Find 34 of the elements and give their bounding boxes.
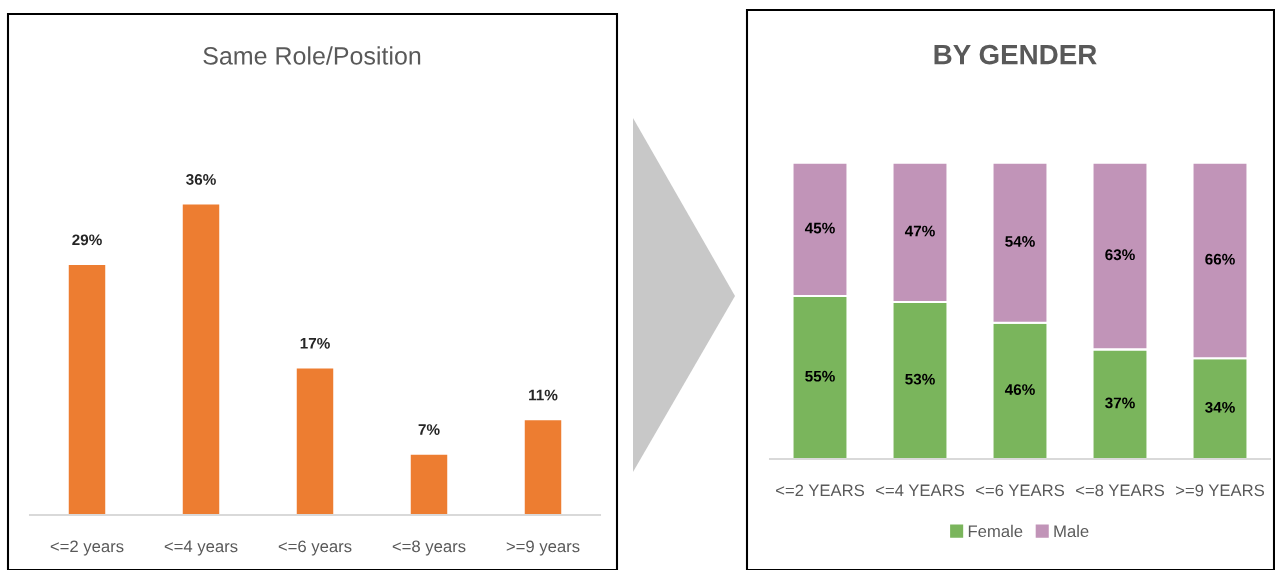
data-label: 11%: [529, 389, 558, 401]
x-tick-label: <=6 YEARS: [976, 484, 1065, 497]
data-label: 7%: [418, 424, 440, 435]
x-tick-label: <=4 YEARS: [876, 484, 965, 497]
x-tick-label: <=4 years: [164, 540, 238, 556]
data-label: 54%: [1005, 236, 1035, 247]
data-label: 37%: [1105, 397, 1135, 409]
data-label: 17%: [300, 337, 330, 349]
data-label: 55%: [805, 370, 835, 382]
bar: [296, 368, 334, 515]
bar: [182, 204, 220, 515]
x-tick-label: <=8 YEARS: [1076, 484, 1165, 497]
data-label: 34%: [1205, 401, 1235, 413]
data-label: 36%: [186, 174, 216, 185]
data-label: 46%: [1004, 384, 1035, 395]
data-label: 45%: [804, 222, 835, 234]
chart-title: Same Role/Position: [203, 46, 421, 65]
data-label: 29%: [72, 234, 102, 246]
bar: [410, 454, 448, 515]
bar: [68, 264, 106, 515]
legend-label: Male: [1054, 524, 1089, 538]
chart-title: BY GENDER: [934, 44, 1097, 65]
bar: [524, 420, 562, 515]
x-tick-label: <=6 years: [278, 540, 352, 556]
x-tick-label: <=8 years: [392, 540, 466, 556]
x-tick-label: >=9 YEARS: [1176, 484, 1265, 497]
x-tick-label: <=2 YEARS: [776, 484, 865, 497]
data-label: 47%: [904, 225, 935, 237]
data-label: 63%: [1105, 249, 1135, 261]
x-tick-label: <=2 years: [50, 540, 124, 556]
x-tick-label: >=9 years: [506, 540, 580, 556]
legend-label: Female: [968, 524, 1023, 538]
data-label: 66%: [1205, 253, 1235, 265]
data-label: 53%: [905, 373, 935, 385]
